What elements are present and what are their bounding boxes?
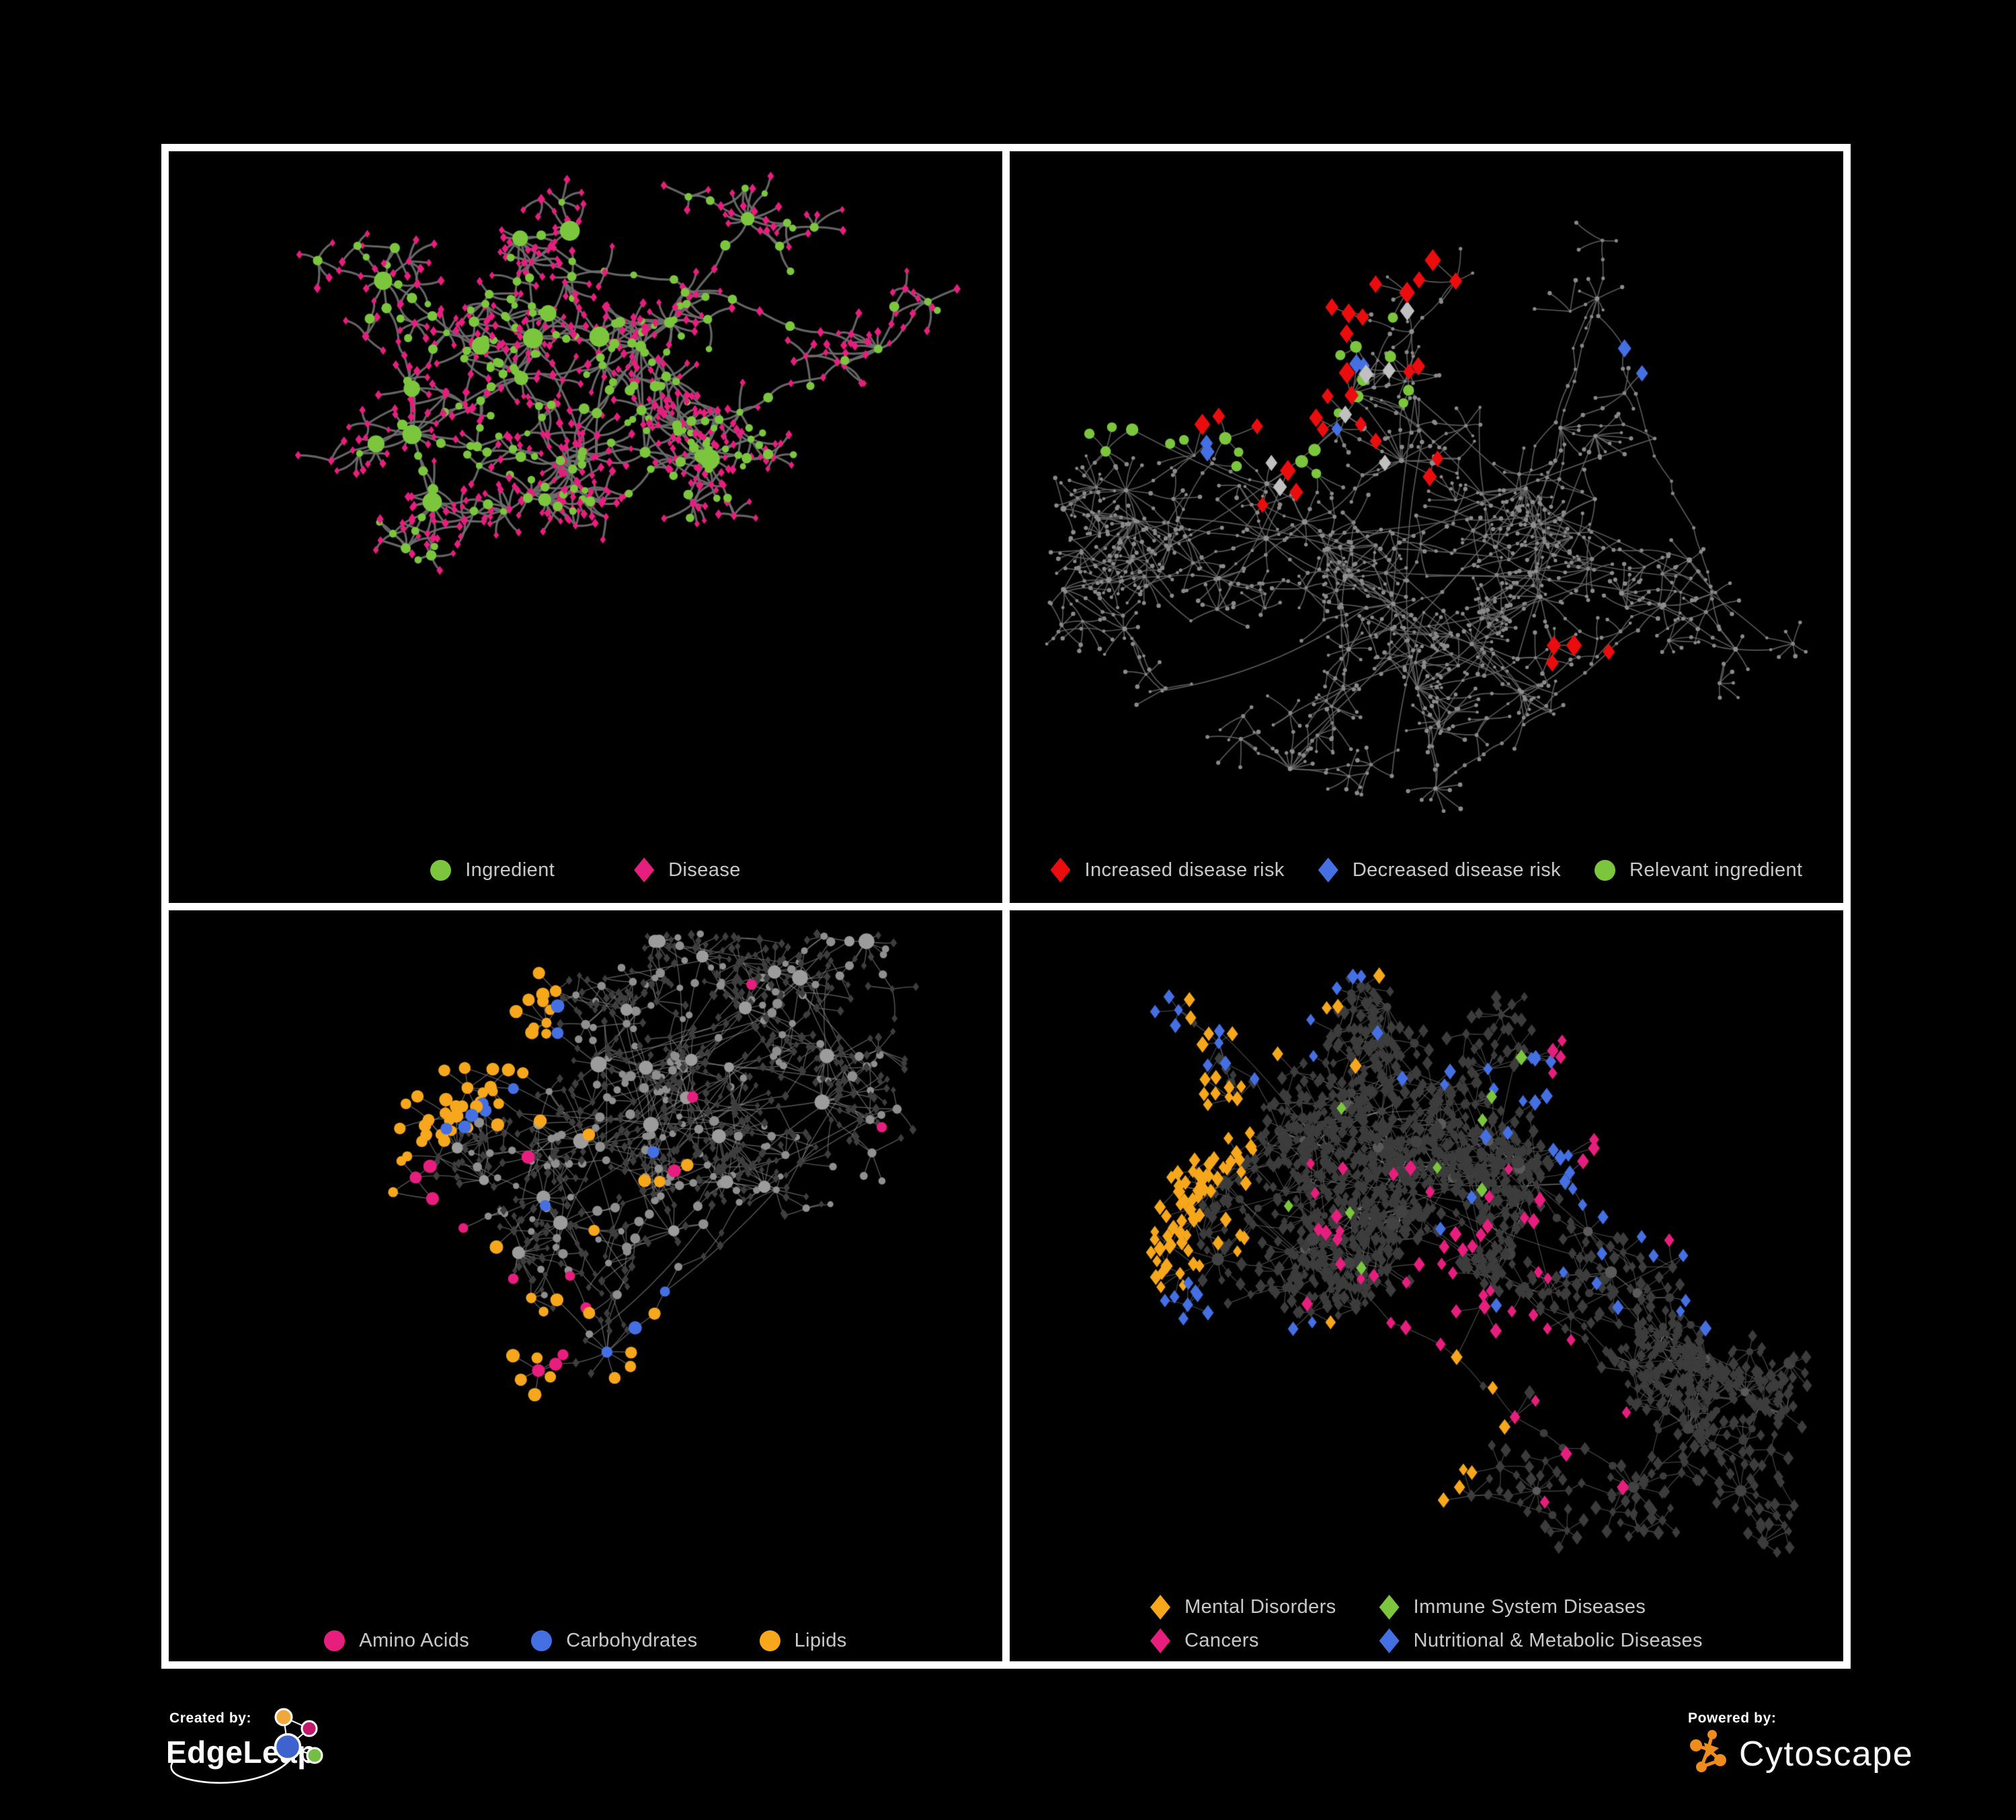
legend-item: Lipids — [759, 1630, 847, 1652]
panel-ingredient-disease: Ingredient Disease — [169, 151, 1002, 903]
relevant-ingredient-swatch-icon — [1595, 859, 1616, 881]
cytoscape-logo-icon — [1690, 1730, 1726, 1772]
created-by-label: Created by: — [169, 1710, 251, 1726]
cancers-swatch-icon — [1150, 1628, 1171, 1653]
amino-acids-swatch-icon — [324, 1630, 346, 1651]
cytoscape-wordmark: Cytoscape — [1739, 1735, 1913, 1774]
network-nutrient-classes — [169, 910, 1002, 1661]
legend-label: Immune System Diseases — [1413, 1596, 1646, 1618]
network-disease-classes — [1010, 910, 1843, 1661]
cytoscape-branding: Powered by: Cytoscape — [1684, 1706, 1933, 1794]
legend-label: Ingredient — [465, 859, 555, 881]
network-ingredient-disease — [169, 151, 1002, 902]
legend-item: Ingredient — [430, 859, 555, 881]
legend-label: Nutritional & Metabolic Diseases — [1413, 1630, 1703, 1651]
increased-risk-swatch-icon — [1050, 857, 1071, 883]
edgeleap-logo-icon — [170, 1708, 323, 1784]
legend-item: Carbohydrates — [531, 1630, 697, 1652]
legend-nutrient-classes: Amino Acids Carbohydrates Lipids — [169, 1630, 1002, 1652]
legend-disease-risk: Increased disease risk Decreased disease… — [1010, 857, 1843, 883]
legend-item: Relevant ingredient — [1595, 859, 1802, 881]
disease-swatch-icon — [634, 857, 655, 883]
legend-label: Disease — [668, 859, 741, 881]
legend-item: Nutritional & Metabolic Diseases — [1379, 1628, 1703, 1653]
panel-grid: Ingredient Disease Increased disease ris… — [161, 144, 1851, 1669]
ingredient-swatch-icon — [430, 859, 452, 881]
network-disease-risk — [1010, 151, 1843, 902]
carbohydrates-swatch-icon — [531, 1630, 553, 1651]
legend-item: Immune System Diseases — [1379, 1595, 1703, 1620]
legend-item: Cancers — [1150, 1628, 1336, 1653]
legend-item: Decreased disease risk — [1318, 857, 1562, 883]
legend-item: Mental Disorders — [1150, 1595, 1336, 1620]
panel-nutrient-classes: Amino Acids Carbohydrates Lipids — [169, 910, 1002, 1661]
legend-label: Increased disease risk — [1084, 859, 1285, 881]
legend-item: Disease — [634, 857, 741, 883]
legend-label: Relevant ingredient — [1629, 859, 1803, 881]
legend-label: Cancers — [1184, 1630, 1259, 1651]
legend-label: Amino Acids — [359, 1630, 470, 1651]
immune-system-diseases-swatch-icon — [1379, 1595, 1400, 1620]
legend-label: Mental Disorders — [1184, 1596, 1336, 1618]
legend-disease-classes: Mental Disorders Immune System Diseases … — [1010, 1595, 1843, 1653]
decreased-risk-swatch-icon — [1318, 857, 1338, 883]
mental-disorders-swatch-icon — [1150, 1595, 1171, 1620]
edgeleap-branding: Created by: EdgeLeap — [163, 1706, 344, 1801]
legend-item: Increased disease risk — [1050, 857, 1285, 883]
powered-by-label: Powered by: — [1688, 1710, 1776, 1726]
lipids-swatch-icon — [759, 1630, 780, 1651]
legend-label: Lipids — [794, 1630, 847, 1651]
legend-label: Carbohydrates — [566, 1630, 698, 1651]
nutritional-metabolic-swatch-icon — [1379, 1628, 1400, 1653]
legend-item: Amino Acids — [324, 1630, 469, 1652]
panel-disease-classes: Mental Disorders Immune System Diseases … — [1010, 910, 1843, 1661]
legend-label: Decreased disease risk — [1352, 859, 1562, 881]
cytoscape-logo: Powered by: Cytoscape — [1688, 1710, 1913, 1774]
legend-ingredient-disease: Ingredient Disease — [169, 857, 1002, 883]
panel-disease-risk: Increased disease risk Decreased disease… — [1010, 151, 1843, 903]
edgeleap-logo: Created by: EdgeLeap — [166, 1708, 323, 1784]
